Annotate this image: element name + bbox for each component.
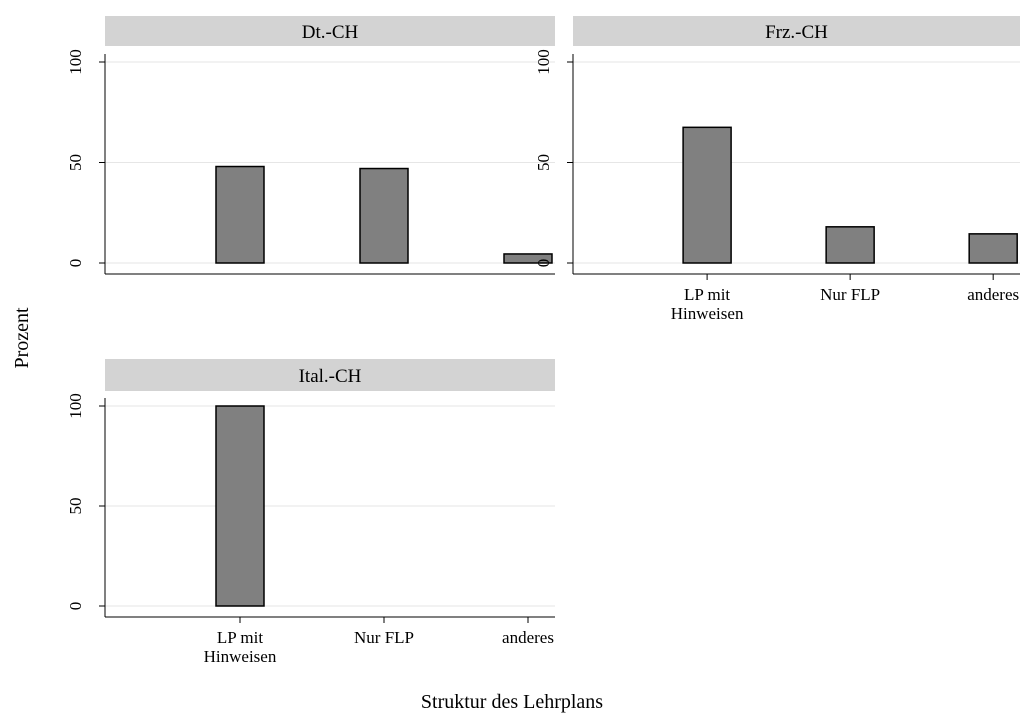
facet-header-0 <box>105 16 555 46</box>
bar-1-0 <box>682 126 732 264</box>
y-tick-label-1-0: 0 <box>534 259 553 268</box>
y-tick-label-2-2: 100 <box>66 393 85 419</box>
facet-title-2: Ital.-CH <box>299 366 362 387</box>
x-tick-label-2-0: LP mit Hinweisen <box>204 628 277 666</box>
y-tick-label-1-2: 100 <box>534 49 553 75</box>
bar-0-1 <box>359 167 409 264</box>
y-tick-label-2-1: 50 <box>66 498 85 515</box>
x-tick-label-line: Nur FLP <box>820 285 880 304</box>
facet-title-1: Frz.-CH <box>765 22 828 43</box>
bar-1-1 <box>825 226 875 264</box>
x-tick-label-1-1: Nur FLP <box>820 285 880 304</box>
facet-title-0: Dt.-CH <box>302 22 359 43</box>
x-tick-label-line: Hinweisen <box>671 304 744 323</box>
bar-0-2 <box>503 253 553 264</box>
x-tick-label-line: Hinweisen <box>204 647 277 666</box>
x-tick-label-line: anderes <box>967 285 1019 304</box>
bar-1-2 <box>968 233 1018 264</box>
x-tick-label-2-2: anderes <box>502 628 554 647</box>
x-tick-label-1-2: anderes <box>967 285 1019 304</box>
x-tick-label-line: LP mit <box>684 285 730 304</box>
x-tick-label-2-1: Nur FLP <box>354 628 414 647</box>
x-tick-label-1-0: LP mit Hinweisen <box>671 285 744 323</box>
y-tick-label-0-1: 50 <box>66 154 85 171</box>
y-axis-title: Prozent <box>11 307 33 369</box>
facet-header-1 <box>573 16 1020 46</box>
x-tick-label-line: anderes <box>502 628 554 647</box>
facet-header-2 <box>105 359 555 391</box>
y-tick-label-2-0: 0 <box>66 602 85 611</box>
bar-0-0 <box>215 165 265 264</box>
y-tick-label-0-0: 0 <box>66 259 85 268</box>
x-axis-title: Struktur des Lehrplans <box>421 691 603 713</box>
bar-2-0 <box>215 405 265 607</box>
y-tick-label-0-2: 100 <box>66 49 85 75</box>
y-tick-label-1-1: 50 <box>534 154 553 171</box>
x-tick-label-line: LP mit <box>217 628 263 647</box>
x-tick-label-line: Nur FLP <box>354 628 414 647</box>
